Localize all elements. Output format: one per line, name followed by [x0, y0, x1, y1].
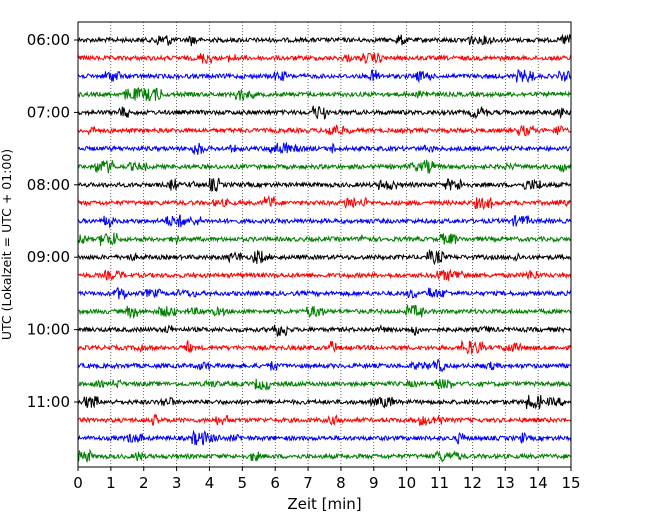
trace-series [77, 33, 572, 464]
trace-line [77, 248, 572, 266]
trace-line [77, 429, 572, 446]
trace-line [77, 194, 572, 211]
grid-lines [110, 22, 539, 467]
trace-line [77, 378, 572, 392]
x-axis-ticks: 0 1 2 3 4 5 6 7 8 9 10 11 12 13 14 15 [73, 467, 581, 492]
y-tick-label: 08:00 [27, 176, 70, 194]
y-tick-label: 10:00 [27, 321, 70, 339]
x-tick-label: 1 [106, 474, 116, 492]
trace-line [77, 141, 572, 155]
trace-line [77, 394, 572, 410]
trace-line [77, 86, 572, 102]
x-tick-label: 12 [463, 474, 482, 492]
x-tick-label: 0 [73, 474, 83, 492]
trace-line [77, 159, 572, 174]
y-axis-title: UTC (Lokalzeit = UTC + 01:00) [0, 149, 14, 340]
x-axis-title: Zeit [min] [287, 495, 361, 513]
trace-line [77, 268, 572, 281]
trace-line [77, 105, 572, 120]
trace-line [77, 214, 572, 229]
trace-line [77, 323, 572, 338]
trace-line [77, 448, 572, 464]
x-tick-label: 10 [397, 474, 416, 492]
trace-line [77, 124, 572, 137]
trace-line [77, 69, 572, 84]
x-tick-label: 3 [172, 474, 182, 492]
y-axis-ticks: 06:00 07:00 08:00 09:00 10:00 11:00 [27, 31, 78, 411]
y-tick-label: 11:00 [27, 393, 70, 411]
x-tick-label: 2 [139, 474, 149, 492]
y-tick-label: 09:00 [27, 248, 70, 266]
x-tick-label: 6 [270, 474, 280, 492]
trace-line [77, 33, 572, 47]
trace-line [77, 232, 572, 246]
x-tick-label: 9 [369, 474, 379, 492]
x-tick-label: 15 [561, 474, 580, 492]
trace-line [77, 52, 572, 65]
trace-line [77, 339, 572, 356]
x-tick-label: 14 [529, 474, 548, 492]
x-tick-label: 13 [496, 474, 515, 492]
x-tick-label: 4 [205, 474, 215, 492]
trace-line [77, 303, 572, 320]
x-tick-label: 11 [430, 474, 449, 492]
trace-line [78, 414, 572, 427]
trace-line [77, 359, 572, 373]
trace-line [77, 287, 572, 301]
x-tick-label: 5 [238, 474, 248, 492]
y-tick-label: 07:00 [27, 103, 70, 121]
x-tick-label: 7 [303, 474, 313, 492]
y-tick-label: 06:00 [27, 31, 70, 49]
x-tick-label: 8 [336, 474, 346, 492]
plot-frame [77, 21, 572, 468]
trace-line [77, 177, 572, 193]
